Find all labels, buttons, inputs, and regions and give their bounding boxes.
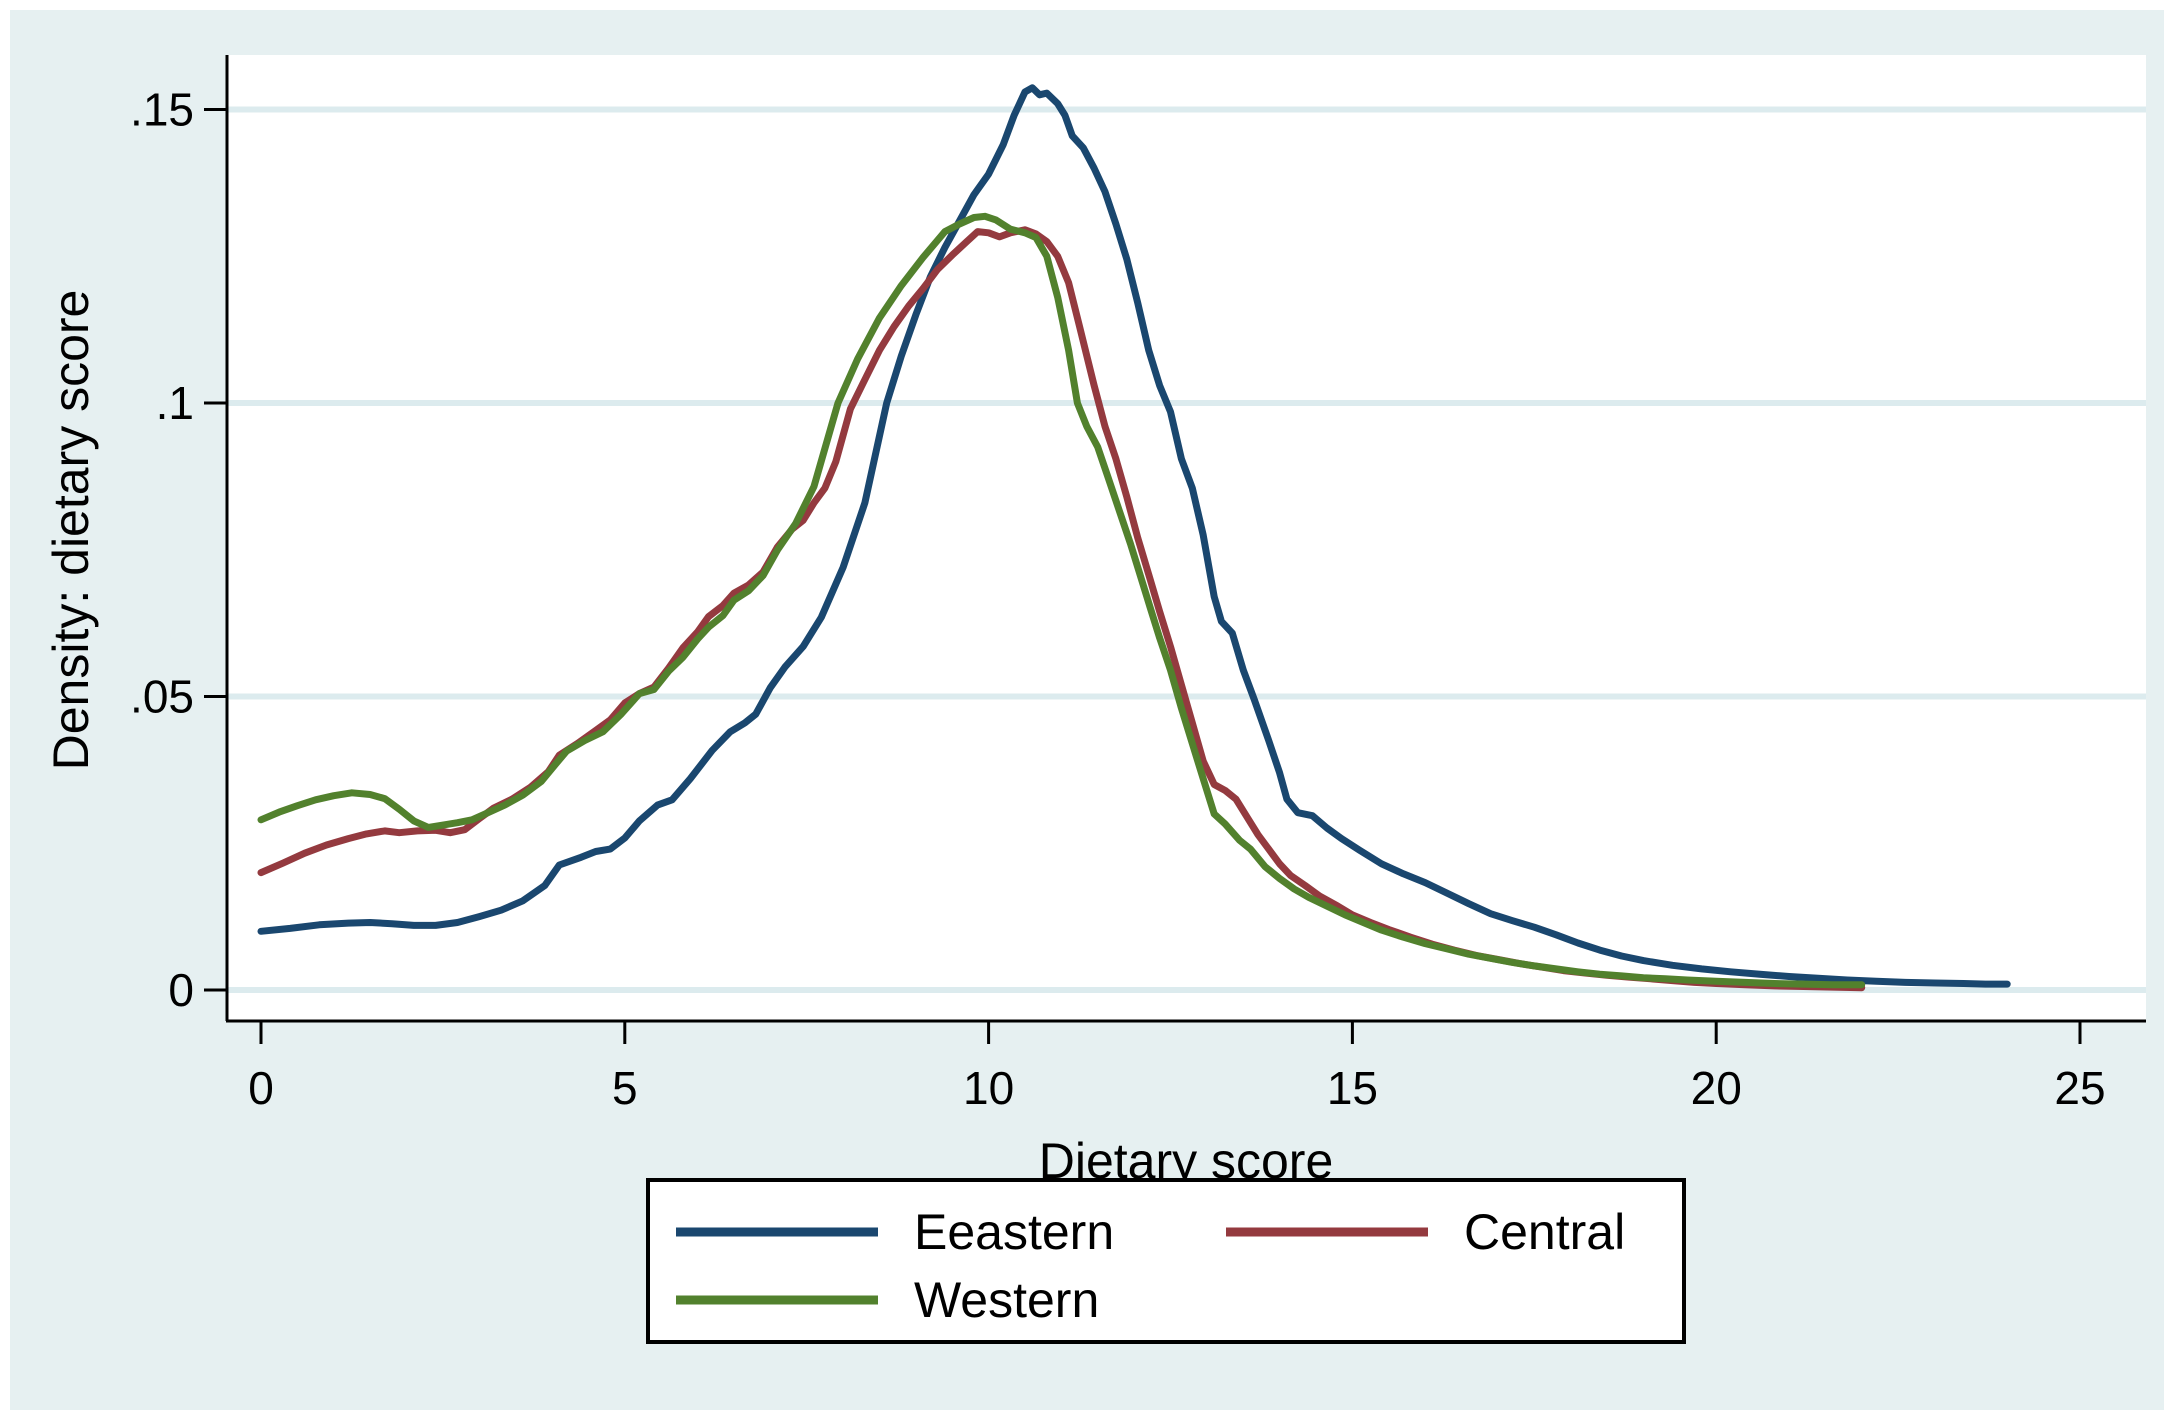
- x-tick-label: 20: [1691, 1062, 1742, 1114]
- y-tick-label: .1: [156, 377, 194, 429]
- legend-label-central: Central: [1464, 1204, 1625, 1260]
- x-tick-label: 5: [612, 1062, 638, 1114]
- y-axis-title: Density: dietary score: [43, 290, 99, 771]
- axis-tick-labels: 0 .05 .1 .15 0 5 10 15 20 25: [130, 84, 2106, 1115]
- x-tick-label: 10: [963, 1062, 1014, 1114]
- legend-box: [646, 1178, 1686, 1344]
- plot-area: [227, 55, 2146, 1021]
- y-tick-label: .05: [130, 671, 194, 723]
- x-tick-label: 15: [1327, 1062, 1378, 1114]
- series-line-eeastern: [257, 84, 2011, 988]
- series-lines: [257, 84, 2011, 992]
- y-tick-label: 0: [168, 964, 194, 1016]
- axes: [225, 55, 2146, 1023]
- legend-label-eeastern: Eeastern: [914, 1204, 1114, 1260]
- series-line-western: [257, 212, 1866, 989]
- legend: Eeastern Central Western: [646, 1178, 1686, 1344]
- x-tick-label: 25: [2054, 1062, 2105, 1114]
- y-tick-label: .15: [130, 84, 194, 136]
- axis-ticks: [204, 108, 2082, 1044]
- legend-label-western: Western: [914, 1272, 1099, 1328]
- x-tick-label: 0: [248, 1062, 274, 1114]
